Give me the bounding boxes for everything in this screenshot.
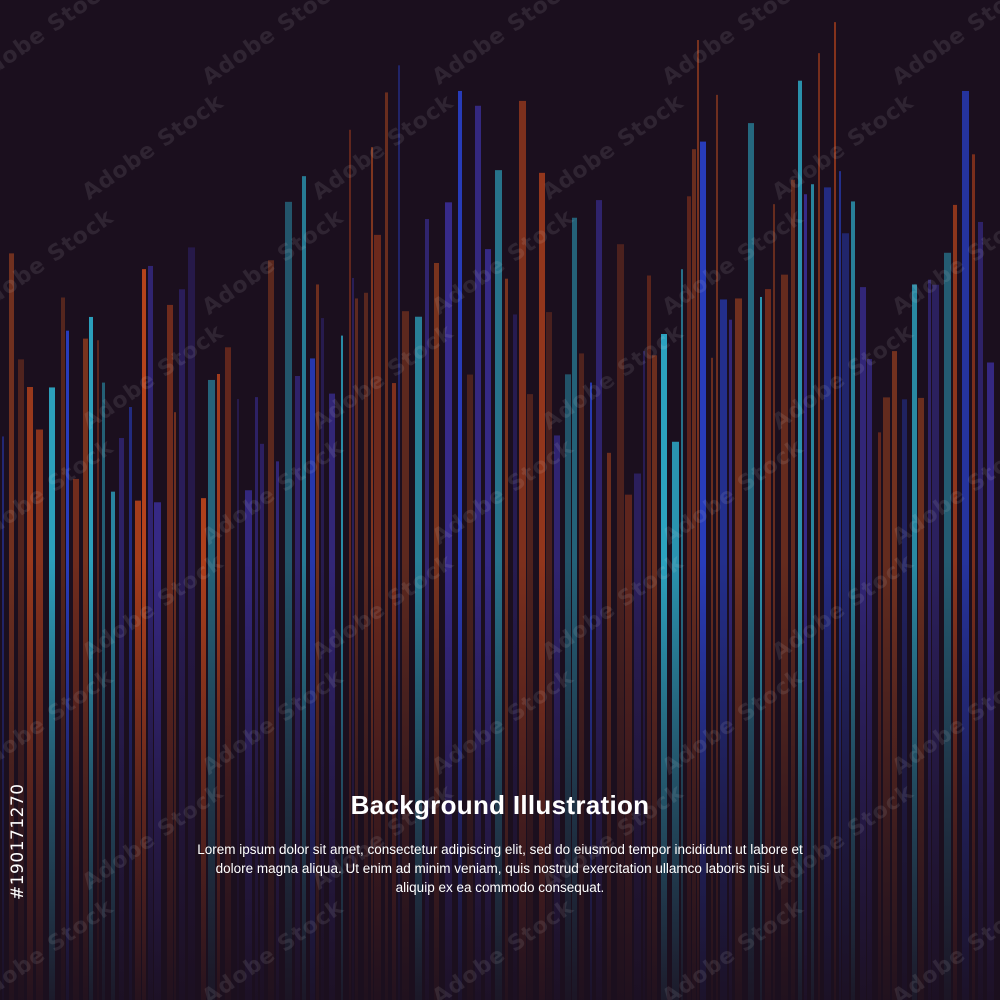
- vertical-line: [179, 289, 185, 1000]
- vertical-line: [2, 436, 4, 1000]
- vertical-line: [818, 53, 820, 1000]
- vertical-line: [385, 92, 388, 1000]
- vertical-line: [519, 100, 526, 1000]
- vertical-line: [716, 94, 718, 1000]
- vertical-line: [912, 284, 917, 1000]
- vertical-line: [73, 478, 79, 1000]
- vertical-line: [928, 279, 931, 1000]
- vertical-line: [953, 204, 957, 1000]
- vertical-line: [341, 335, 343, 1000]
- vertical-line: [167, 304, 173, 1000]
- vertical-line: [83, 338, 88, 1000]
- vertical-line: [260, 443, 264, 1000]
- vertical-line: [18, 359, 24, 1000]
- vertical-line: [851, 201, 855, 1000]
- vertical-line: [711, 357, 713, 1000]
- vertical-line: [255, 397, 258, 1000]
- vertical-line: [295, 375, 300, 1000]
- vertical-line: [652, 355, 657, 1000]
- vertical-line: [902, 399, 907, 1000]
- vertical-line: [27, 387, 33, 1000]
- vertical-line: [867, 359, 872, 1000]
- vertical-line: [467, 374, 473, 1000]
- vertical-line: [565, 374, 571, 1000]
- vertical-line: [579, 353, 584, 1000]
- vertical-line: [310, 358, 315, 1000]
- vertical-line: [321, 318, 324, 1000]
- vertical-line: [987, 362, 994, 1000]
- vertical-line: [860, 287, 866, 1000]
- vertical-line: [643, 351, 645, 1000]
- vertical-line: [97, 340, 99, 1000]
- vertical-line: [154, 502, 161, 1000]
- vertical-line: [634, 473, 641, 1000]
- vertical-line: [49, 387, 55, 1000]
- vertical-line: [208, 379, 215, 1000]
- vertical-line: [329, 393, 335, 1000]
- vertical-line: [842, 233, 849, 1000]
- vertical-line: [883, 397, 890, 1000]
- vertical-line: [129, 407, 132, 1000]
- vertical-line: [811, 184, 814, 1000]
- vertical-line: [978, 221, 983, 1000]
- vertical-line: [513, 314, 517, 1000]
- vertical-line: [225, 347, 231, 1000]
- vertical-line: [625, 494, 632, 1000]
- vertical-line: [245, 490, 252, 1000]
- page-title: Background Illustration: [350, 790, 650, 820]
- vertical-line: [661, 334, 667, 1000]
- stock-id-label: #190171270: [8, 783, 28, 900]
- vertical-line: [415, 316, 422, 1000]
- vertical-line: [135, 500, 141, 1000]
- vertical-line: [918, 397, 924, 1000]
- vertical-line: [892, 351, 897, 1000]
- vertical-line: [839, 171, 841, 1000]
- vertical-line: [798, 80, 802, 1000]
- vertical-line: [962, 90, 969, 1000]
- vertical-line: [174, 412, 176, 1000]
- vertical-line: [729, 319, 732, 1000]
- vertical-line: [607, 452, 611, 1000]
- vertical-line: [972, 154, 975, 1000]
- vertical-line: [392, 383, 396, 1000]
- vertical-line: [697, 40, 699, 1000]
- vertical-line: [527, 394, 533, 1000]
- vertical-line: [590, 382, 592, 1000]
- vertical-line: [102, 382, 105, 1000]
- vertical-line: [944, 252, 951, 1000]
- vertical-line: [458, 90, 462, 1000]
- vertical-line: [554, 435, 560, 1000]
- vertical-line: [276, 461, 279, 1000]
- vertical-line: [201, 498, 206, 1000]
- vertical-line: [932, 284, 939, 1000]
- vertical-line: [398, 65, 400, 1000]
- vertical-line: [672, 441, 679, 1000]
- vertical-line: [878, 432, 881, 1000]
- vertical-line: [188, 247, 195, 1000]
- vertical-line: [237, 399, 239, 1000]
- vertical-line: [148, 265, 153, 1000]
- vertical-line: [36, 429, 43, 1000]
- vertical-line: [475, 105, 481, 1000]
- description-text: Lorem ipsum dolor sit amet, consectetur …: [197, 842, 803, 895]
- vertical-line: [824, 187, 831, 1000]
- vertical-line: [111, 491, 115, 1000]
- vertical-line: [119, 438, 124, 1000]
- vertical-line: [834, 22, 836, 1000]
- vertical-line: [217, 373, 220, 1000]
